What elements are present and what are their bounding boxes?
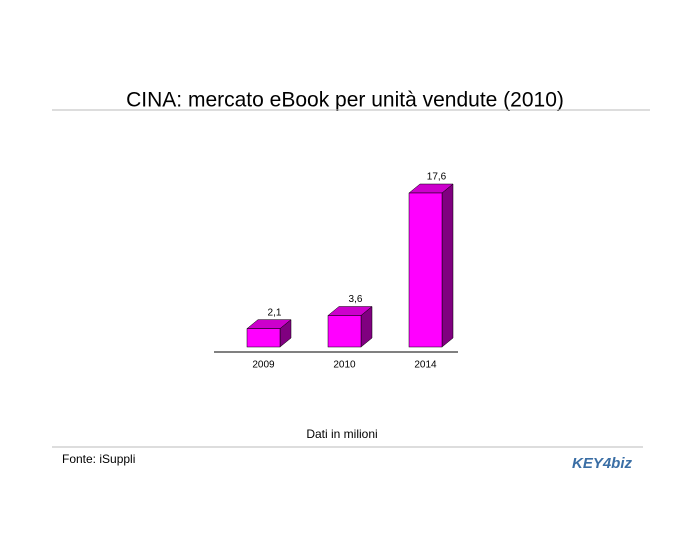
chart-title: CINA: mercato eBook per unità vendute (2… — [126, 89, 564, 112]
value-label: 17,6 — [427, 172, 447, 183]
bar-side — [441, 183, 454, 348]
bar — [246, 328, 281, 348]
logo: KEY4biz — [572, 455, 633, 472]
value-label: 3,6 — [349, 294, 363, 305]
value-label: 2,1 — [268, 307, 282, 318]
note: Dati in milioni — [306, 427, 377, 441]
x-tick-label: 2014 — [414, 360, 437, 371]
x-tick-label: 2010 — [333, 360, 356, 371]
x-tick-label: 2009 — [252, 360, 275, 371]
bar — [408, 192, 443, 348]
source: Fonte: iSuppli — [62, 452, 135, 466]
bar — [327, 315, 362, 348]
